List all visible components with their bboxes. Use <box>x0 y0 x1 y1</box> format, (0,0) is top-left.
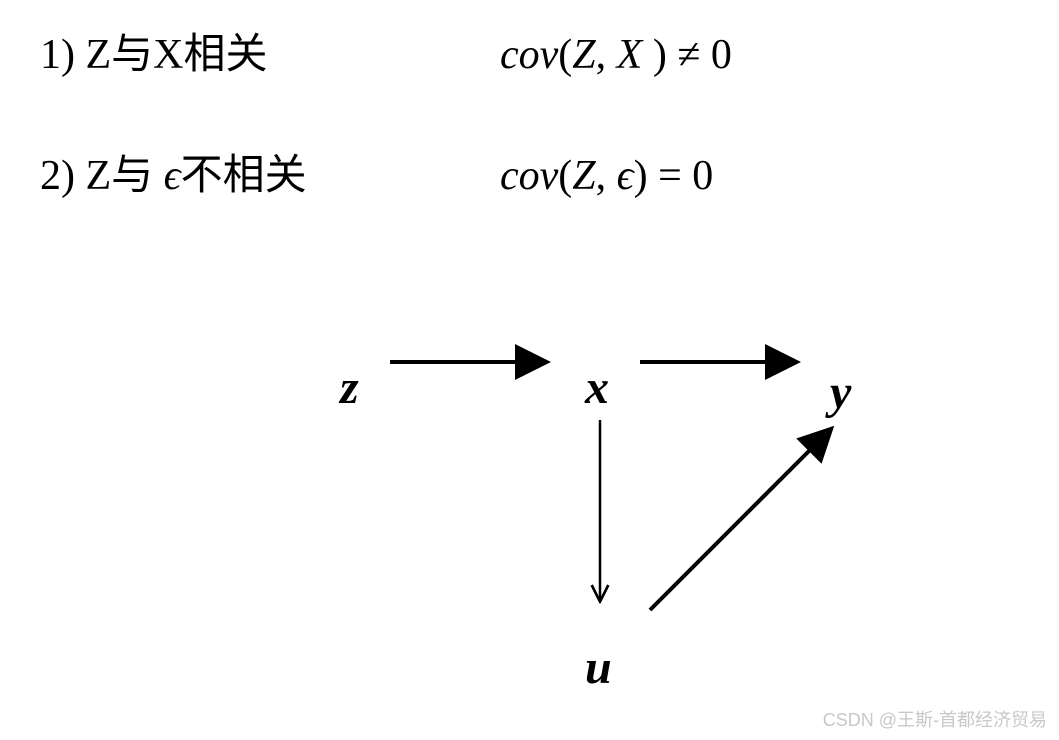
epsilon-symbol: ϵ <box>164 153 181 199</box>
row-text-a: Z与 <box>75 153 164 199</box>
condition-row-1: 1) Z与X相关 cov(Z, X ) ≠ 0 <box>40 20 1059 81</box>
causal-diagram: z x y u <box>0 310 1059 710</box>
node-u: u <box>585 640 612 695</box>
row-number: 1) <box>40 32 75 78</box>
condition-1-formula: cov(Z, X ) ≠ 0 <box>500 31 732 79</box>
condition-1-label: 1) Z与X相关 <box>40 20 500 81</box>
row-text-b: 不相关 <box>181 153 307 199</box>
diagram-svg <box>0 310 1059 710</box>
node-x: x <box>585 360 609 415</box>
node-y: y <box>830 365 851 420</box>
edge-u-y <box>650 430 830 610</box>
row-text: Z与X相关 <box>75 32 268 78</box>
conditions-list: 1) Z与X相关 cov(Z, X ) ≠ 0 2) Z与 ϵ不相关 cov(Z… <box>0 0 1059 202</box>
condition-2-formula: cov(Z, ϵ) = 0 <box>500 152 713 200</box>
condition-row-2: 2) Z与 ϵ不相关 cov(Z, ϵ) = 0 <box>40 141 1059 202</box>
row-number: 2) <box>40 153 75 199</box>
condition-2-label: 2) Z与 ϵ不相关 <box>40 141 500 202</box>
node-z: z <box>340 360 359 415</box>
watermark-text: CSDN @王斯-首都经济贸易 <box>823 706 1047 732</box>
